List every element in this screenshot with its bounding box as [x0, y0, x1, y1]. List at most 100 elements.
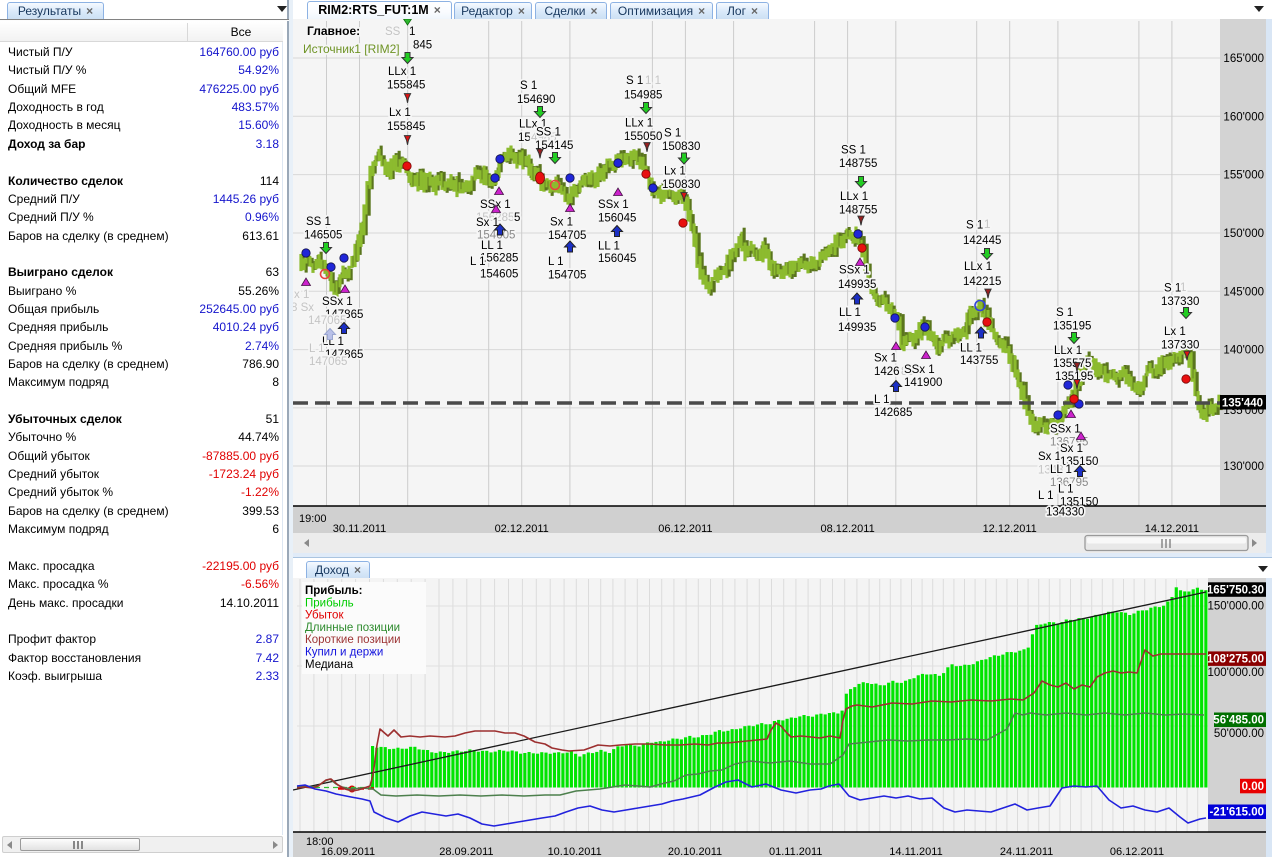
svg-text:01.11.2011: 01.11.2011 — [769, 846, 822, 857]
svg-text:140'000: 140'000 — [1223, 345, 1264, 357]
svg-text:24.11.2011: 24.11.2011 — [1000, 846, 1053, 857]
svg-text:135575: 135575 — [1053, 358, 1091, 370]
svg-text:155845: 155845 — [387, 80, 425, 92]
svg-text:156045: 156045 — [598, 213, 636, 225]
svg-text:Sx 1: Sx 1 — [1060, 443, 1083, 455]
svg-text:142445: 142445 — [963, 235, 1001, 247]
svg-text:SSx 1: SSx 1 — [904, 364, 935, 376]
svg-text:Прибыль: Прибыль — [305, 597, 354, 609]
svg-text:30.11.2011: 30.11.2011 — [333, 523, 386, 535]
svg-text:155050: 155050 — [624, 131, 662, 143]
svg-text:155'000: 155'000 — [1223, 170, 1264, 182]
svg-text:142685: 142685 — [874, 407, 912, 419]
svg-text:135'440: 135'440 — [1222, 398, 1263, 410]
svg-text:LLx 1: LLx 1 — [625, 118, 653, 130]
svg-text:56'485.00: 56'485.00 — [1213, 715, 1264, 727]
svg-text:156045: 156045 — [598, 253, 636, 265]
svg-text:147865: 147865 — [325, 349, 363, 361]
svg-text:02.12.2011: 02.12.2011 — [495, 523, 549, 535]
svg-text:L 1: L 1 — [470, 256, 486, 268]
svg-text:150'000.00: 150'000.00 — [1207, 601, 1264, 613]
svg-text:S 1: S 1 — [664, 128, 681, 140]
svg-text:S 1: S 1 — [626, 75, 643, 87]
svg-text:150'000: 150'000 — [1223, 228, 1264, 240]
svg-text:154605: 154605 — [480, 269, 518, 281]
svg-text:148755: 148755 — [839, 205, 877, 217]
svg-text:Источник1 [RIM2]: Источник1 [RIM2] — [303, 42, 400, 56]
svg-text:L 1: L 1 — [1058, 484, 1074, 496]
svg-text:SSx 1: SSx 1 — [1050, 424, 1081, 436]
svg-text:50'000.00: 50'000.00 — [1214, 728, 1264, 740]
svg-text:LLx 1: LLx 1 — [1054, 345, 1082, 357]
svg-text:LL 1: LL 1 — [598, 241, 620, 253]
svg-text:SS 1: SS 1 — [536, 127, 561, 139]
svg-text:155845: 155845 — [387, 121, 425, 133]
svg-text:154705: 154705 — [548, 270, 586, 282]
svg-text:15: 15 — [518, 132, 531, 144]
svg-text:Sx 1: Sx 1 — [550, 217, 573, 229]
svg-text:Sx 1: Sx 1 — [476, 217, 499, 229]
svg-text:SSx 1: SSx 1 — [598, 199, 629, 211]
svg-text:06.12.2011: 06.12.2011 — [658, 523, 712, 535]
svg-text:143755: 143755 — [960, 355, 998, 367]
svg-text:08.12.2011: 08.12.2011 — [820, 523, 874, 535]
svg-text:LL 1: LL 1 — [1050, 464, 1072, 476]
svg-text:146505: 146505 — [304, 230, 342, 242]
svg-text:LL 1: LL 1 — [960, 343, 982, 355]
svg-text:1: 1 — [984, 219, 990, 231]
svg-text:165'750.30: 165'750.30 — [1207, 585, 1264, 597]
svg-text:Купил и держи: Купил и держи — [305, 647, 383, 659]
svg-text:165'000: 165'000 — [1223, 53, 1264, 65]
svg-text:1426: 1426 — [874, 366, 900, 378]
svg-text:x 1: x 1 — [294, 289, 309, 301]
svg-text:Короткие позиции: Короткие позиции — [305, 634, 401, 646]
svg-text:Lx 1: Lx 1 — [664, 166, 686, 178]
svg-text:142215: 142215 — [963, 276, 1001, 288]
svg-text:Sx 1: Sx 1 — [874, 353, 897, 365]
svg-text:Убыток: Убыток — [305, 610, 344, 622]
svg-text:18:00: 18:00 — [306, 836, 334, 848]
svg-text:LLx 1: LLx 1 — [519, 119, 547, 131]
svg-text:147065: 147065 — [308, 315, 346, 327]
svg-text:108'275.00: 108'275.00 — [1207, 654, 1264, 666]
svg-text:12.12.2011: 12.12.2011 — [983, 523, 1037, 535]
svg-text:156285: 156285 — [480, 253, 518, 265]
svg-text:1 1: 1 1 — [645, 75, 661, 87]
svg-text:150830: 150830 — [662, 179, 700, 191]
svg-text:5: 5 — [514, 212, 520, 224]
svg-text:149935: 149935 — [838, 322, 876, 334]
svg-text:0.00: 0.00 — [1242, 781, 1264, 793]
svg-text:S 1: S 1 — [1164, 283, 1181, 295]
svg-text:154145: 154145 — [535, 140, 573, 152]
svg-text:19:00: 19:00 — [299, 513, 327, 525]
svg-text:S 1: S 1 — [1056, 307, 1073, 319]
svg-text:147865: 147865 — [325, 309, 363, 321]
svg-text:156285: 156285 — [476, 212, 514, 224]
svg-text:SSx 1: SSx 1 — [839, 265, 870, 277]
svg-text:Прибыль:: Прибыль: — [305, 585, 363, 597]
svg-text:845: 845 — [413, 40, 432, 52]
svg-text:L 1: L 1 — [1038, 490, 1054, 502]
svg-text:135195: 135195 — [1053, 321, 1091, 333]
svg-text:S 1: S 1 — [966, 220, 983, 232]
svg-text:150830: 150830 — [662, 141, 700, 153]
svg-text:SSx 1: SSx 1 — [480, 199, 511, 211]
svg-text:135195: 135195 — [1055, 371, 1093, 383]
svg-text:16.09.2011: 16.09.2011 — [321, 846, 375, 857]
svg-text:L 1: L 1 — [309, 343, 325, 355]
svg-text:SS 1: SS 1 — [306, 216, 331, 228]
svg-text:130'000: 130'000 — [1223, 461, 1264, 473]
svg-text:SS 1: SS 1 — [841, 145, 866, 157]
svg-text:LLx 1: LLx 1 — [388, 66, 416, 78]
svg-text:14.11.2011: 14.11.2011 — [889, 846, 942, 857]
svg-text:160'000: 160'000 — [1223, 111, 1264, 123]
svg-text:154985: 154985 — [624, 90, 662, 102]
svg-text:137330: 137330 — [1161, 296, 1199, 308]
svg-text:1343: 1343 — [1038, 465, 1064, 477]
svg-text:Главное:: Главное: — [307, 24, 360, 38]
svg-text:Lx 1: Lx 1 — [389, 107, 411, 119]
svg-text:20.10.2011: 20.10.2011 — [668, 846, 722, 857]
svg-text:154605: 154605 — [477, 230, 515, 242]
svg-text:S 1: S 1 — [520, 80, 537, 92]
svg-text:14.12.2011: 14.12.2011 — [1145, 523, 1199, 535]
